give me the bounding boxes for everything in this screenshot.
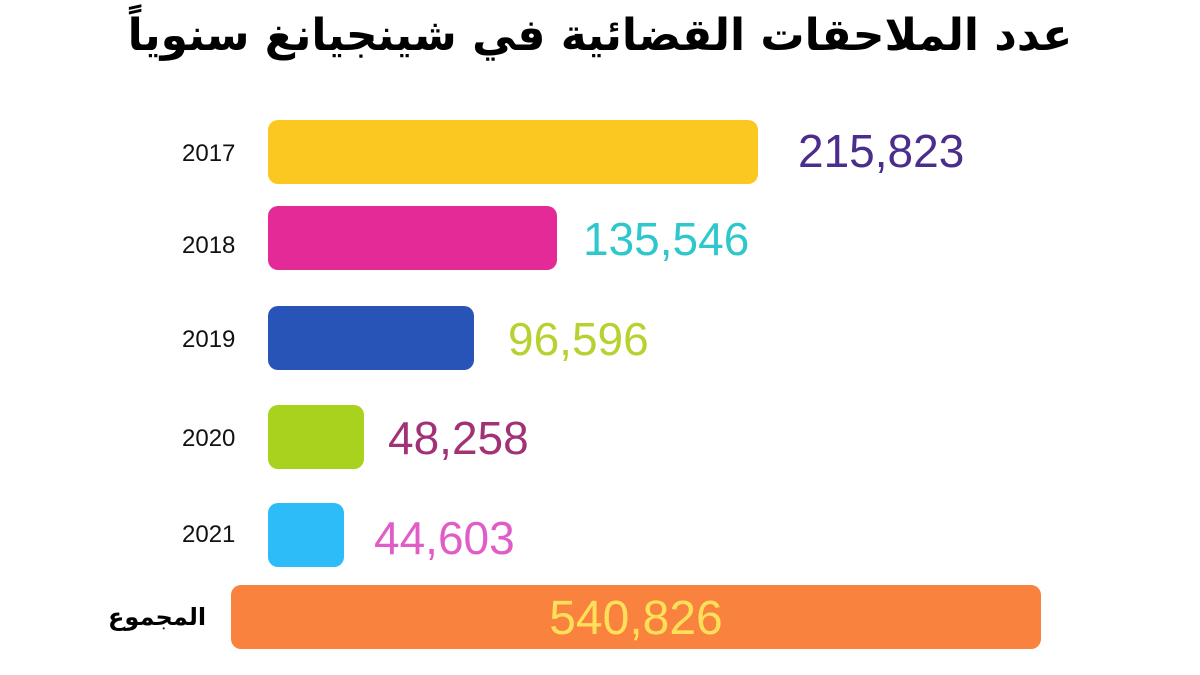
value-label: 48,258 [388, 412, 529, 464]
bar-2017 [268, 120, 758, 184]
total-bar: 540,826 [231, 585, 1041, 649]
bar-2021 [268, 503, 344, 567]
value-label: 135,546 [583, 213, 750, 265]
value-label: 44,603 [374, 512, 515, 564]
total-label: المجموع [108, 603, 207, 631]
year-label: 2020 [182, 425, 236, 452]
chart-title: عدد الملاحقات القضائية في شينجيانغ سنويا… [127, 10, 1073, 61]
bar-2018 [268, 206, 557, 270]
year-label: 2021 [182, 521, 236, 548]
total-value: 540,826 [549, 592, 723, 645]
value-label: 215,823 [798, 125, 965, 177]
year-label: 2017 [182, 140, 236, 167]
bar-2019 [268, 306, 474, 370]
value-label: 96,596 [508, 313, 649, 365]
year-label: 2018 [182, 232, 236, 259]
year-label: 2019 [182, 326, 236, 353]
bar-2020 [268, 405, 364, 469]
